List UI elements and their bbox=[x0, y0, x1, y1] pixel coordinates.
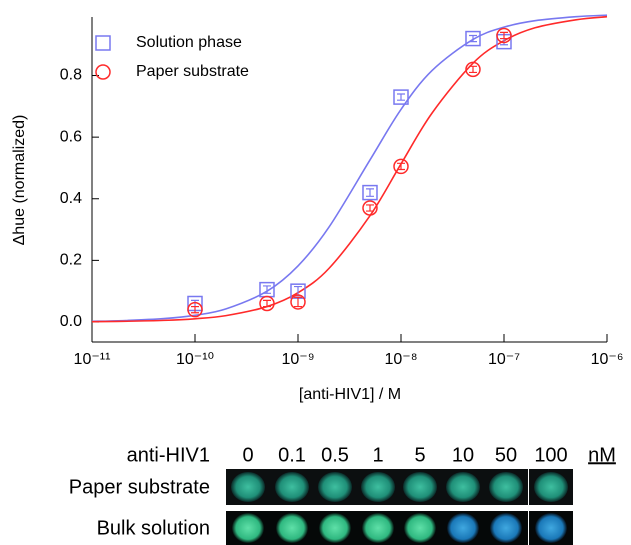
concentration: 5 bbox=[414, 444, 425, 466]
legend-label: Solution phase bbox=[136, 34, 242, 51]
spot bbox=[232, 513, 264, 543]
spot bbox=[403, 472, 437, 502]
concentration: 100 bbox=[534, 444, 567, 466]
legend-label: Paper substrate bbox=[136, 63, 249, 80]
concentration: 10 bbox=[452, 444, 474, 466]
marker bbox=[187, 301, 203, 318]
error-bar bbox=[262, 299, 271, 308]
marker bbox=[290, 294, 306, 310]
error-bar bbox=[468, 34, 477, 43]
spot bbox=[362, 513, 394, 543]
error-bar bbox=[365, 188, 374, 197]
legend-marker bbox=[95, 64, 111, 80]
concentration: 1 bbox=[372, 444, 383, 466]
y-tick-label: 0.8 bbox=[60, 67, 82, 84]
spot bbox=[534, 472, 568, 502]
spot bbox=[489, 472, 523, 502]
spot bbox=[231, 472, 265, 502]
strip-header: anti-HIV1 bbox=[127, 444, 210, 466]
concentration: 50 bbox=[495, 444, 517, 466]
error-bar bbox=[500, 31, 508, 40]
spot bbox=[490, 513, 522, 543]
spot bbox=[447, 513, 479, 543]
y-tick-label: 0.6 bbox=[60, 128, 82, 145]
concentration: 0.1 bbox=[278, 444, 306, 466]
image-strip: anti-HIV1 Paper substrate Bulk solution … bbox=[69, 444, 616, 539]
spot bbox=[404, 513, 436, 543]
marker bbox=[259, 295, 275, 312]
y-tick-label: 0.0 bbox=[60, 313, 82, 330]
x-tick-label: 10⁻⁹ bbox=[281, 351, 314, 368]
spot bbox=[276, 513, 308, 543]
x-tick-label: 10⁻¹⁰ bbox=[176, 351, 214, 368]
marker bbox=[465, 61, 481, 78]
spot bbox=[535, 513, 567, 543]
spot bbox=[361, 472, 395, 502]
concentration: 0.5 bbox=[321, 444, 349, 466]
marker bbox=[393, 89, 409, 105]
fit-curve bbox=[91, 14, 608, 323]
fit-curve bbox=[91, 15, 608, 323]
marker bbox=[362, 200, 378, 216]
x-tick-label: 10⁻⁸ bbox=[385, 351, 418, 368]
spot bbox=[319, 513, 351, 543]
x-tick-label: 10⁻⁷ bbox=[488, 351, 520, 368]
x-axis-label: [anti-HIV1] / M bbox=[299, 386, 401, 403]
spot bbox=[318, 472, 352, 502]
spot bbox=[446, 472, 480, 502]
marker bbox=[465, 30, 481, 47]
error-bar bbox=[397, 93, 405, 101]
spot bbox=[275, 472, 309, 502]
error-bar bbox=[262, 285, 271, 294]
error-bar bbox=[191, 305, 199, 314]
marker bbox=[496, 27, 512, 44]
legend-marker bbox=[95, 35, 111, 51]
y-axis-label: Δhue (normalized) bbox=[11, 115, 28, 246]
marker bbox=[362, 184, 378, 201]
error-bar bbox=[468, 65, 477, 74]
y-tick-label: 0.2 bbox=[60, 252, 82, 269]
row-label: Paper substrate bbox=[69, 476, 210, 498]
marker bbox=[393, 158, 409, 175]
concentration: 0 bbox=[242, 444, 253, 466]
error-bar bbox=[294, 296, 302, 308]
y-tick-label: 0.4 bbox=[60, 190, 82, 207]
x-tick-label: 10⁻⁶ bbox=[591, 351, 624, 368]
error-bar bbox=[365, 204, 374, 212]
x-tick-label: 10⁻¹¹ bbox=[74, 351, 111, 368]
row-label: Bulk solution bbox=[97, 517, 210, 539]
error-bar bbox=[397, 162, 405, 171]
unit: nM bbox=[588, 444, 616, 466]
